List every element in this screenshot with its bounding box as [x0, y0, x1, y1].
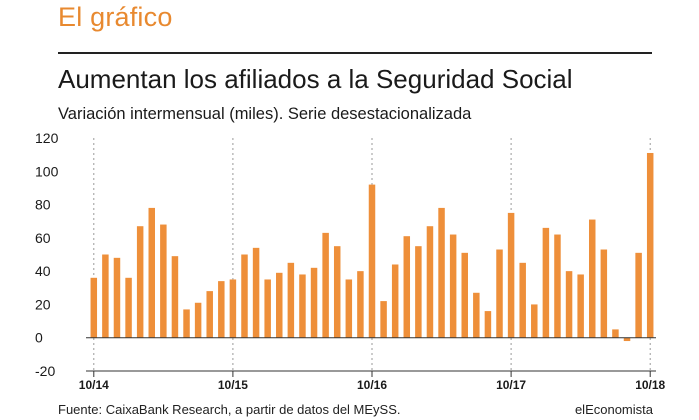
bar-09-18: [635, 252, 642, 338]
axis-layer: -20 0 20 40 60 80 100 120 10/14 10/15 10/16 10/17 10…: [35, 130, 666, 392]
y-tick-label: 20: [35, 296, 51, 312]
y-tick-label: 120: [35, 130, 59, 146]
bar-10-18: [646, 152, 654, 338]
bar-05-17: [449, 234, 457, 338]
bar-07-16: [333, 246, 341, 338]
y-tick-label: -20: [35, 363, 55, 379]
bar-09-15: [218, 281, 225, 338]
bar-06-18: [600, 249, 608, 338]
bar-09-17: [496, 249, 503, 338]
bar-08-16: [345, 279, 353, 338]
bar-10-17: [507, 212, 515, 338]
y-tick-label: 100: [35, 163, 59, 179]
bar-01-18: [542, 227, 550, 338]
title-rule: [58, 52, 652, 54]
bar-11-17: [519, 262, 526, 338]
y-tick-label: 60: [35, 230, 51, 246]
bar-12-14: [113, 257, 121, 338]
bar-11-14: [102, 254, 109, 338]
bar-01-17: [403, 236, 411, 338]
bar-08-18: [623, 337, 631, 342]
bars-layer: [90, 152, 654, 342]
bar-01-16: [264, 279, 271, 338]
bar-05-15: [171, 256, 179, 338]
x-tick-label: 10/16: [357, 378, 387, 392]
bar-01-15: [125, 277, 132, 338]
x-tick-label: 10/17: [496, 378, 526, 392]
y-tick-label: 80: [35, 197, 51, 213]
bar-04-15: [160, 224, 167, 338]
section-title: El gráfico: [58, 2, 173, 32]
bar-07-18: [612, 329, 619, 338]
bar-06-17: [461, 252, 468, 338]
bar-05-18: [588, 219, 596, 338]
bar-04-16: [299, 274, 306, 338]
bar-12-15: [252, 247, 260, 338]
x-tick-label: 10/15: [218, 378, 248, 392]
bar-08-17: [484, 311, 492, 338]
bar-04-18: [577, 274, 584, 338]
bar-03-17: [426, 226, 434, 338]
bar-07-17: [473, 292, 480, 338]
chart-title: Aumentan los afiliados a la Seguridad So…: [58, 64, 573, 94]
bar-02-16: [276, 272, 283, 338]
bar-08-15: [206, 291, 213, 338]
bar-02-18: [554, 234, 561, 338]
y-tick-label: 0: [35, 330, 43, 346]
x-tick-label: 10/18: [635, 378, 665, 392]
bar-03-15: [148, 207, 156, 338]
brand-name: elEconomista: [574, 402, 653, 417]
bar-03-18: [565, 271, 573, 338]
y-tick-label: 40: [35, 263, 51, 279]
chart-subtitle: Variación intermensual (miles). Serie de…: [58, 105, 472, 123]
bar-11-15: [241, 254, 248, 338]
bar-06-15: [183, 309, 190, 338]
bar-12-17: [531, 304, 538, 338]
bar-04-17: [438, 207, 445, 338]
x-tick-label: 10/14: [79, 378, 109, 392]
bar-07-15: [194, 302, 202, 338]
bar-12-16: [391, 264, 399, 338]
bar-09-16: [357, 271, 364, 338]
bar-10-14: [90, 277, 98, 338]
bar-10-16: [368, 184, 376, 338]
bar-10-15: [229, 279, 237, 338]
bar-03-16: [287, 262, 295, 338]
bar-02-15: [136, 226, 144, 338]
bar-05-16: [310, 267, 318, 338]
source-note: Fuente: CaixaBank Research, a partir de …: [58, 402, 401, 417]
bar-06-16: [322, 232, 329, 338]
bar-11-16: [380, 301, 387, 338]
bar-02-17: [415, 246, 422, 338]
